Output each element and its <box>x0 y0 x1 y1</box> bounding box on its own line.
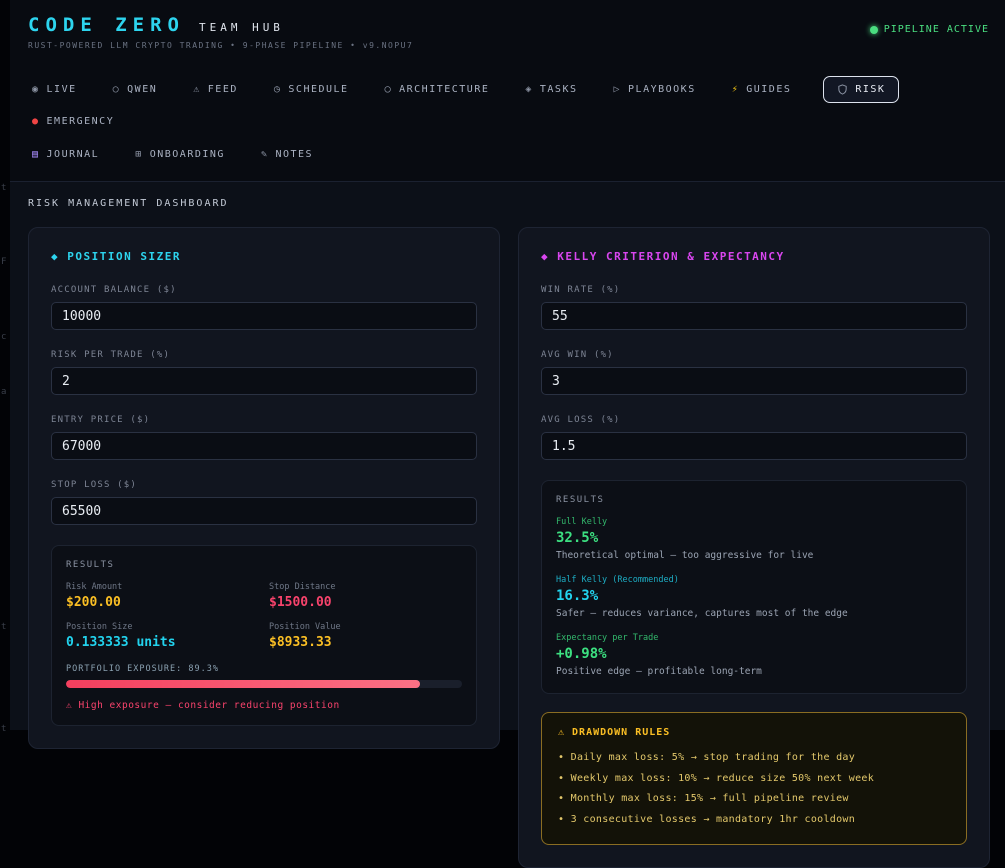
stop-loss-input[interactable] <box>51 497 477 525</box>
tab-guides[interactable]: ⚡ GUIDES <box>731 84 792 95</box>
kelly-panel: ◆ KELLY CRITERION & EXPECTANCY WIN RATE … <box>518 227 990 868</box>
avg-loss-input[interactable] <box>541 432 967 460</box>
account-balance-label: ACCOUNT BALANCE ($) <box>51 285 177 295</box>
results-title: RESULTS <box>66 560 115 570</box>
position-results-box: RESULTS Risk Amount $200.00 Stop Distanc… <box>51 545 477 726</box>
kelly-results-title: RESULTS <box>556 495 605 505</box>
position-value-metric: Position Value $8933.33 <box>269 622 341 650</box>
tab-notes[interactable]: ✎ NOTES <box>260 149 314 160</box>
app-window: CODE ZERO TEAM HUB RUST-POWERED LLM CRYP… <box>10 0 1005 868</box>
exposure-warning: ⚠ High exposure — consider reducing posi… <box>66 700 340 711</box>
tab-feed[interactable]: ⚠ FEED <box>193 84 238 95</box>
drawdown-rules-box: ⚠ DRAWDOWN RULES • Daily max loss: 5% → … <box>541 712 967 845</box>
avg-loss-label: AVG LOSS (%) <box>541 415 621 425</box>
avg-win-label: AVG WIN (%) <box>541 350 614 360</box>
status-dot-icon <box>869 25 878 34</box>
expectancy-result: Expectancy per Trade +0.98% Positive edg… <box>556 633 762 677</box>
tab-playbooks[interactable]: ▷ PLAYBOOKS <box>613 84 696 95</box>
app-title: CODE ZERO <box>28 14 185 36</box>
tab-tasks[interactable]: ◈ TASKS <box>525 84 578 95</box>
emergency-dot-icon: ● <box>32 116 40 127</box>
half-kelly-result: Half Kelly (Recommended) 16.3% Safer — r… <box>556 575 848 619</box>
pipeline-status-badge: PIPELINE ACTIVE <box>869 24 989 35</box>
tab-journal[interactable]: ▤ JOURNAL <box>32 149 100 160</box>
kelly-title: ◆ KELLY CRITERION & EXPECTANCY <box>541 250 785 263</box>
tab-schedule[interactable]: ◷ SCHEDULE <box>273 84 349 95</box>
stop-distance-metric: Stop Distance $1500.00 <box>269 582 336 610</box>
win-rate-input[interactable] <box>541 302 967 330</box>
play-icon: ▷ <box>613 84 622 95</box>
grid-icon: ⊞ <box>135 149 143 160</box>
shield-icon <box>837 84 848 95</box>
tab-risk[interactable]: RISK <box>823 76 900 103</box>
position-sizer-title: ◆ POSITION SIZER <box>51 250 181 263</box>
position-sizer-panel: ◆ POSITION SIZER ACCOUNT BALANCE ($) RIS… <box>28 227 500 749</box>
position-size-metric: Position Size 0.133333 units <box>66 622 176 650</box>
lightning-icon: ⚡ <box>731 84 740 95</box>
risk-per-trade-label: RISK PER TRADE (%) <box>51 350 171 360</box>
feed-warning-icon: ⚠ <box>193 84 201 95</box>
live-icon: ◉ <box>32 84 40 95</box>
drawdown-rule: • 3 consecutive losses → mandatory 1hr c… <box>558 813 856 825</box>
app-tagline: RUST-POWERED LLM CRYPTO TRADING • 9-PHAS… <box>28 41 414 50</box>
main-nav: ◉ LIVE ○ QWEN ⚠ FEED ◷ SCHEDULE ◯ ARCHIT… <box>10 60 1005 182</box>
pencil-icon: ✎ <box>260 149 269 160</box>
win-rate-label: WIN RATE (%) <box>541 285 621 295</box>
exposure-bar <box>66 680 462 688</box>
drawdown-rule: • Monthly max loss: 15% → full pipeline … <box>558 793 849 804</box>
drawdown-rule: • Weekly max loss: 10% → reduce size 50%… <box>558 772 875 784</box>
portfolio-exposure-label: PORTFOLIO EXPOSURE: 89.3% <box>66 664 219 674</box>
kelly-results-box: RESULTS Full Kelly 32.5% Theoretical opt… <box>541 480 967 694</box>
drawdown-rule: • Daily max loss: 5% → stop trading for … <box>558 752 856 763</box>
risk-per-trade-input[interactable] <box>51 367 477 395</box>
clipped-left-edge: t F c a t t <box>0 0 10 737</box>
tab-emergency[interactable]: ● EMERGENCY <box>32 116 115 127</box>
app-header: CODE ZERO TEAM HUB RUST-POWERED LLM CRYP… <box>10 0 1005 60</box>
tasks-icon: ◈ <box>525 84 533 95</box>
tab-qwen[interactable]: ○ QWEN <box>112 84 158 95</box>
journal-book-icon: ▤ <box>32 149 40 160</box>
status-label: PIPELINE ACTIVE <box>883 24 989 35</box>
drawdown-rules-title: ⚠ DRAWDOWN RULES <box>558 727 671 738</box>
tab-onboarding[interactable]: ⊞ ONBOARDING <box>135 149 225 160</box>
tab-architecture[interactable]: ◯ ARCHITECTURE <box>384 84 490 95</box>
account-balance-input[interactable] <box>51 302 477 330</box>
entry-price-label: ENTRY PRICE ($) <box>51 415 151 425</box>
avg-win-input[interactable] <box>541 367 967 395</box>
architecture-icon: ◯ <box>384 84 393 95</box>
tab-live[interactable]: ◉ LIVE <box>32 84 77 95</box>
full-kelly-result: Full Kelly 32.5% Theoretical optimal — t… <box>556 517 814 561</box>
entry-price-input[interactable] <box>51 432 477 460</box>
risk-amount-metric: Risk Amount $200.00 <box>66 582 123 610</box>
exposure-bar-fill <box>66 680 420 688</box>
qwen-icon: ○ <box>112 84 121 95</box>
stop-loss-label: STOP LOSS ($) <box>51 480 138 490</box>
clock-icon: ◷ <box>273 84 282 95</box>
app-subtitle: TEAM HUB <box>198 21 284 34</box>
page-title: RISK MANAGEMENT DASHBOARD <box>28 198 229 209</box>
